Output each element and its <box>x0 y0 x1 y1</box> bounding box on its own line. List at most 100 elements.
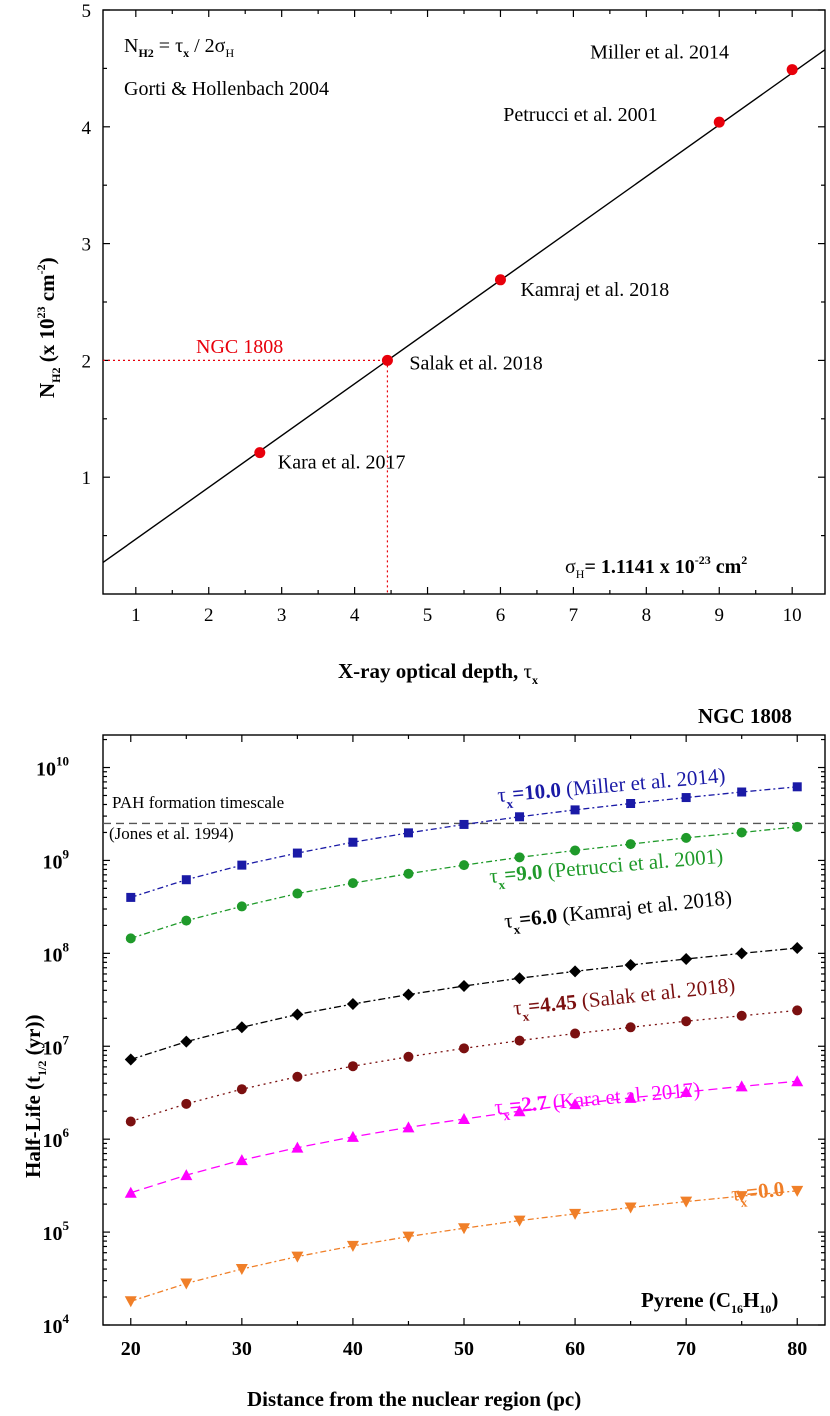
series-marker <box>291 1251 304 1263</box>
series-marker <box>791 1185 804 1197</box>
series-marker <box>348 837 358 847</box>
series-marker <box>459 860 469 871</box>
bottom-y-tick-label: 109 <box>43 846 70 873</box>
bottom-y-tick-label: 104 <box>43 1311 70 1338</box>
bottom-y-tick-label: 107 <box>43 1032 70 1059</box>
series-marker <box>737 787 747 797</box>
series-marker <box>625 839 636 850</box>
top-x-tick-label: 6 <box>496 605 506 626</box>
series-label: τx=0.0 <box>730 1177 786 1211</box>
series-marker <box>346 1130 359 1142</box>
series-marker <box>515 812 525 822</box>
series-marker <box>402 1231 415 1243</box>
pah-label-2: (Jones et al. 1994) <box>109 824 234 843</box>
series-marker <box>459 819 469 829</box>
data-point-label: Kara et al. 2017 <box>278 452 406 474</box>
top-y-tick-label: 5 <box>82 1 92 22</box>
series-marker <box>513 1215 526 1227</box>
series-marker <box>513 972 526 985</box>
pah-label-1: PAH formation timescale <box>112 793 284 812</box>
series-marker <box>681 793 691 803</box>
series-marker <box>681 832 692 843</box>
series-marker <box>459 1043 469 1054</box>
series-marker <box>680 1196 693 1208</box>
series-marker <box>180 1278 193 1290</box>
series-marker <box>792 1005 803 1016</box>
series-marker <box>513 1105 526 1117</box>
series-marker <box>181 915 192 926</box>
top-y-axis-label: NH2 (x 1023 cm-2) <box>34 257 63 398</box>
series-marker <box>124 1186 137 1198</box>
series-marker <box>680 1085 693 1097</box>
top-x-tick-label: 8 <box>642 605 652 626</box>
data-point <box>786 64 798 76</box>
data-point-label: Salak et al. 2018 <box>409 352 542 374</box>
series-marker <box>402 988 415 1001</box>
data-point <box>254 447 266 459</box>
bottom-title: NGC 1808 <box>698 704 792 728</box>
bottom-x-tick-label: 70 <box>676 1338 696 1360</box>
data-point <box>713 116 725 128</box>
top-x-tick-label: 3 <box>277 605 287 626</box>
series-line <box>130 1190 798 1302</box>
series-marker <box>625 1022 636 1033</box>
series-marker <box>569 965 582 978</box>
series-line <box>130 1009 798 1123</box>
top-x-tick-label: 7 <box>569 605 579 626</box>
series-marker <box>624 1202 637 1214</box>
top-y-tick-label: 2 <box>82 351 92 372</box>
series-marker <box>236 901 247 912</box>
top-x-tick-label: 1 <box>131 605 141 626</box>
bottom-x-tick-label: 60 <box>565 1338 585 1360</box>
bottom-x-tick-label: 40 <box>343 1338 363 1360</box>
top-x-tick-label: 2 <box>204 605 214 626</box>
top-x-tick-label: 5 <box>423 605 433 626</box>
top-ticks: 1 2 3 4 5 6 7 8 9 10 1 2 3 4 5 <box>82 1 825 626</box>
bottom-y-tick-label: 1010 <box>36 754 69 781</box>
series-marker <box>458 980 470 993</box>
series-marker <box>791 942 804 955</box>
series-marker <box>292 888 303 899</box>
series-marker <box>126 892 136 902</box>
molecule-label: Pyrene (C16H10) <box>641 1288 778 1316</box>
bottom-ticks: 20 30 40 50 60 70 80 104 105 106 107 108 109 1010 <box>36 735 825 1360</box>
series-marker <box>291 1141 304 1153</box>
series-label: τx=4.45 (Salak et al. 2018) <box>512 973 737 1025</box>
bottom-y-tick-label: 108 <box>43 939 70 966</box>
series-marker <box>458 1112 470 1124</box>
series-marker <box>237 860 247 870</box>
series-marker <box>792 782 802 792</box>
series-marker <box>624 958 637 971</box>
formula-reference: Gorti & Hollenbach 2004 <box>124 78 329 100</box>
series-label: τx=6.0 (Kamraj et al. 2018) <box>503 885 733 938</box>
top-chart: 1 2 3 4 5 6 7 8 9 10 1 2 3 4 5 Kara et al. 2017 Salak e… <box>34 1 826 687</box>
bottom-y-tick-label: 105 <box>43 1218 70 1245</box>
series-marker <box>292 1071 303 1082</box>
series-marker <box>735 1080 748 1092</box>
bottom-x-tick-label: 20 <box>121 1338 141 1360</box>
series-marker <box>125 933 136 944</box>
series-marker <box>125 1116 136 1127</box>
series-marker <box>680 952 693 965</box>
top-y-tick-label: 1 <box>82 468 92 489</box>
bottom-y-tick-label: 106 <box>43 1125 70 1152</box>
series-marker <box>735 1191 748 1203</box>
bottom-x-tick-label: 50 <box>454 1338 474 1360</box>
series-marker <box>346 1240 359 1252</box>
series-marker <box>346 997 359 1010</box>
top-y-tick-label: 3 <box>82 235 92 256</box>
series-marker <box>570 805 580 815</box>
series-marker <box>347 878 358 889</box>
series-marker <box>235 1154 248 1166</box>
series-marker <box>235 1264 248 1276</box>
series-marker <box>570 1028 581 1039</box>
top-points: Kara et al. 2017 Salak et al. 2018 Kamraj … <box>254 42 798 474</box>
series-marker <box>624 1091 637 1103</box>
series-marker <box>291 1008 304 1021</box>
data-point-label: Kamraj et al. 2018 <box>520 279 669 301</box>
series-marker <box>735 947 748 960</box>
top-x-tick-label: 4 <box>350 605 360 626</box>
ngc1808-highlight-label: NGC 1808 <box>196 336 283 358</box>
series-marker <box>736 827 747 838</box>
